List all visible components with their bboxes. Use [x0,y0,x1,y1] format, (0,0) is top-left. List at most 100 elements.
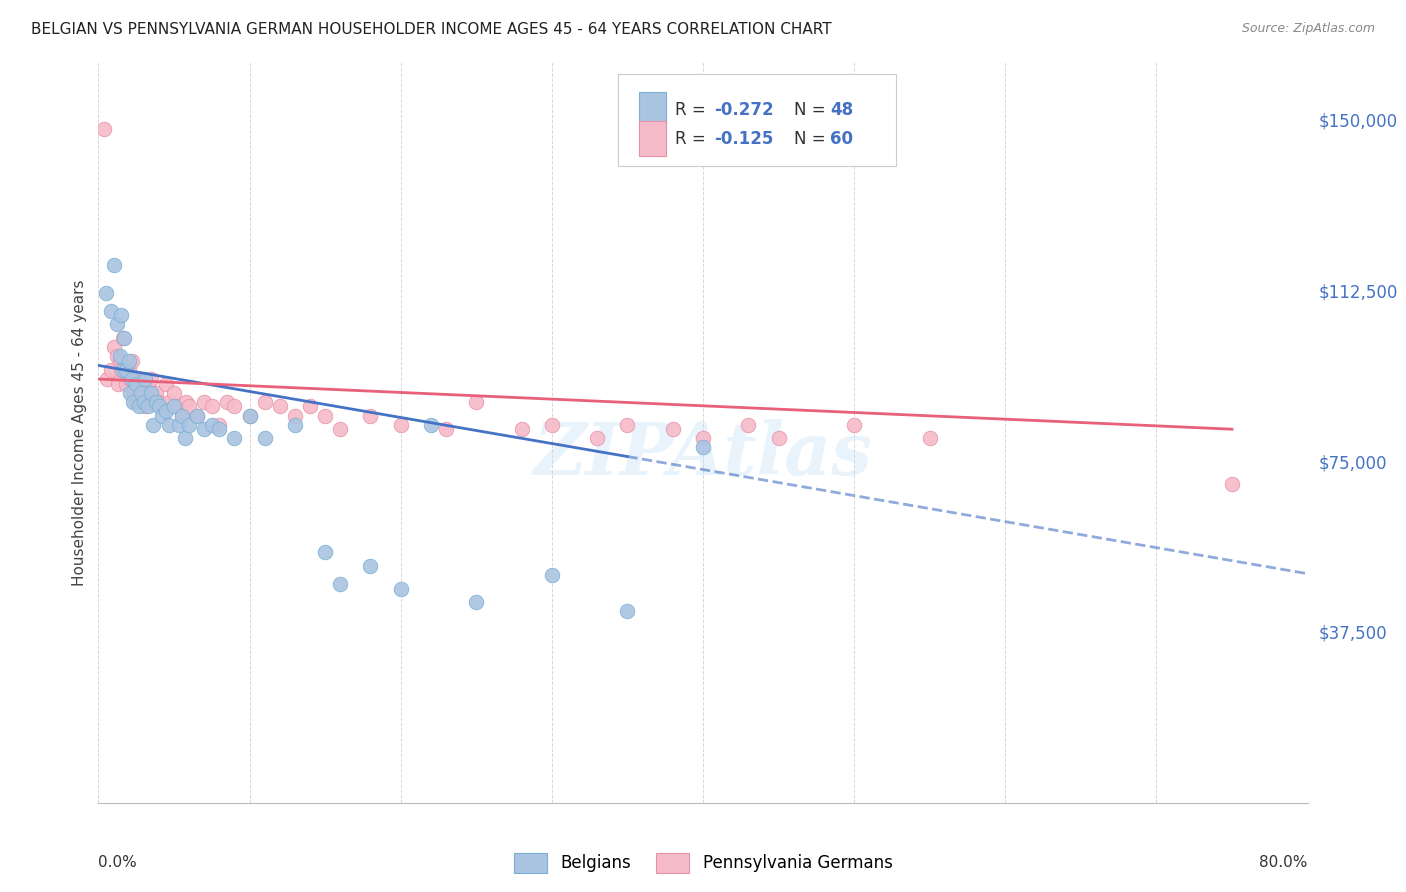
Point [329,422,352,436]
Point [110,363,132,377]
FancyBboxPatch shape [619,73,897,166]
Text: -0.125: -0.125 [714,129,773,147]
Point [186,409,208,423]
Point [111,331,134,345]
Point [127,372,149,386]
Point [114,363,136,377]
Point [100,303,122,318]
Point [193,395,215,409]
Text: BELGIAN VS PENNSYLVANIA GERMAN HOUSEHOLDER INCOME AGES 45 - 64 YEARS CORRELATION: BELGIAN VS PENNSYLVANIA GERMAN HOUSEHOLD… [31,22,831,37]
Point [145,385,167,400]
Point [434,422,457,436]
Point [129,376,152,391]
Text: 60: 60 [830,129,853,147]
Point [299,400,322,414]
Point [586,431,609,445]
Point [692,441,714,455]
Point [253,431,276,445]
Point [201,400,224,414]
Point [510,422,533,436]
Point [136,376,159,391]
Point [193,422,215,436]
Text: 48: 48 [830,101,853,119]
Point [96,372,118,386]
Point [108,349,131,363]
Point [174,395,197,409]
Bar [638,92,665,128]
Point [93,121,115,136]
Text: N =: N = [794,101,831,119]
Point [208,417,231,432]
Point [329,577,352,591]
Point [314,545,336,559]
Point [918,431,941,445]
Text: 0.0%: 0.0% [98,855,138,870]
Point [103,340,125,354]
Point [208,422,231,436]
Point [844,417,866,432]
Point [616,417,638,432]
Point [616,604,638,618]
Point [284,409,307,423]
Point [148,395,170,409]
Point [129,385,152,400]
Point [125,395,148,409]
Point [121,372,143,386]
Text: -0.272: -0.272 [714,101,773,119]
Point [136,400,159,414]
Point [118,354,141,368]
Point [132,385,155,400]
Text: R =: R = [675,129,711,147]
Point [128,400,150,414]
Point [132,395,155,409]
Point [224,431,246,445]
Bar [638,120,665,156]
Point [737,417,759,432]
Point [167,417,190,432]
Text: Source: ZipAtlas.com: Source: ZipAtlas.com [1241,22,1375,36]
Point [122,385,145,400]
Point [120,372,142,386]
Point [540,417,562,432]
Point [125,376,148,391]
Point [166,400,188,414]
Point [215,395,238,409]
Point [1220,476,1243,491]
Point [122,395,145,409]
Point [163,400,186,414]
Point [118,363,141,377]
Point [141,385,163,400]
Point [121,354,143,368]
Point [239,409,262,423]
Point [163,385,186,400]
Point [150,400,173,414]
Point [111,363,134,377]
Point [105,318,128,332]
Point [159,417,181,432]
Point [179,400,201,414]
Point [112,331,135,345]
Legend: Belgians, Pennsylvania Germans: Belgians, Pennsylvania Germans [506,847,900,880]
Point [253,395,276,409]
Point [150,409,173,423]
Point [134,400,156,414]
Point [360,409,382,423]
Point [465,595,488,609]
Point [239,409,262,423]
Point [465,395,488,409]
Point [661,422,683,436]
Point [224,400,246,414]
Point [142,417,165,432]
Point [201,417,224,432]
Point [110,308,132,322]
Point [692,431,714,445]
Point [108,354,131,368]
Text: R =: R = [675,101,711,119]
Point [179,417,201,432]
Point [105,349,128,363]
Point [170,409,193,423]
Text: ZIPAtlas: ZIPAtlas [534,419,872,491]
Point [284,417,307,432]
Text: 80.0%: 80.0% [1260,855,1308,870]
Point [170,409,193,423]
